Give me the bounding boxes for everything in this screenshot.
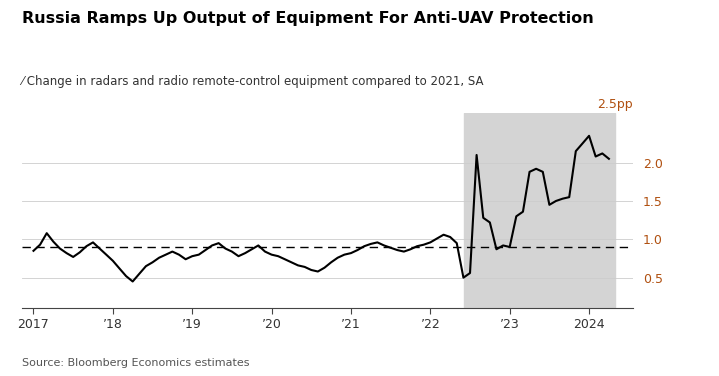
Bar bbox=[464, 113, 615, 308]
Text: ⁄ Change in radars and radio remote-control equipment compared to 2021, SA: ⁄ Change in radars and radio remote-cont… bbox=[22, 75, 484, 88]
Text: 2.5pp: 2.5pp bbox=[597, 98, 633, 111]
Text: Source: Bloomberg Economics estimates: Source: Bloomberg Economics estimates bbox=[22, 358, 249, 368]
Text: Russia Ramps Up Output of Equipment For Anti-UAV Protection: Russia Ramps Up Output of Equipment For … bbox=[22, 11, 593, 26]
